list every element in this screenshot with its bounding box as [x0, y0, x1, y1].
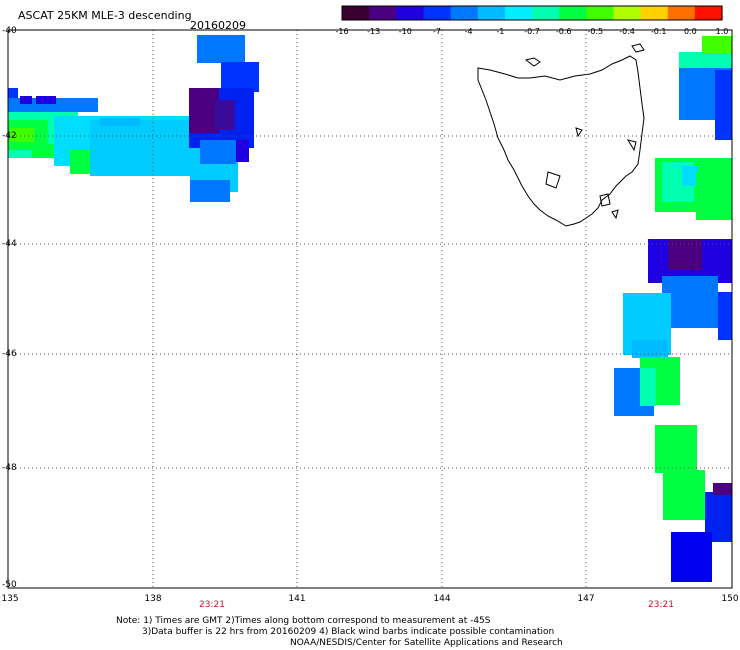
swath-central-block	[189, 35, 259, 164]
colorbar-swatch	[559, 6, 587, 20]
colorbar-swatch	[640, 6, 669, 20]
colorbar-label: -0.4	[619, 27, 635, 36]
lat-label: -40	[2, 26, 17, 36]
colorbar-swatch	[342, 6, 370, 20]
colorbar-swatch	[477, 6, 506, 20]
colorbar-label: -16	[335, 27, 349, 36]
colorbar-swatch	[532, 6, 560, 20]
colorbar-swatch	[423, 6, 452, 20]
lat-label: -42	[2, 131, 17, 141]
colorbar-label: -4	[464, 27, 473, 36]
colorbar-label: 1.0	[715, 27, 729, 36]
colorbar-swatch	[369, 6, 397, 20]
colorbar-label: -0.7	[524, 27, 540, 36]
lon-label: 141	[288, 594, 306, 604]
lon-label: 135	[1, 594, 19, 604]
lon-label: 138	[144, 594, 162, 604]
pass-time-east: 23:21	[648, 600, 674, 610]
pass-time-west: 23:21	[199, 600, 225, 610]
colorbar	[341, 5, 723, 21]
lat-label: -48	[2, 463, 17, 473]
lon-label: 144	[433, 594, 451, 604]
lat-label: -44	[2, 239, 17, 249]
colorbar-frame	[341, 5, 723, 21]
colorbar-swatch	[396, 6, 425, 20]
swath-west-strip	[8, 88, 238, 202]
colorbar-swatch	[504, 6, 533, 20]
colorbar-label: -1	[496, 27, 505, 36]
graticule	[8, 30, 732, 588]
lon-label: 147	[577, 594, 595, 604]
swath-east-strip	[614, 36, 732, 582]
colorbar-swatch	[694, 6, 723, 20]
lat-label: -50	[2, 580, 17, 590]
colorbar-label: -10	[398, 27, 412, 36]
map-title: ASCAT 25KM MLE-3 descending	[18, 9, 192, 22]
colorbar-label: -13	[367, 27, 381, 36]
note-line-2: 3)Data buffer is 22 hrs from 20160209 4)…	[142, 627, 555, 637]
colorbar-swatch	[450, 6, 479, 20]
lon-label: 150	[721, 594, 739, 604]
lat-label: -46	[2, 349, 17, 359]
colorbar-swatch	[613, 6, 642, 20]
colorbar-label: -7	[433, 27, 441, 36]
colorbar-label: 0.0	[683, 27, 697, 36]
map-date: 20160209	[190, 19, 246, 32]
colorbar-label: -0.6	[555, 27, 572, 36]
note-line-1: Note: 1) Times are GMT 2)Times along bot…	[116, 616, 491, 626]
note-line-3: NOAA/NESDIS/Center for Satellite Applica…	[290, 638, 563, 648]
colorbar-swatch	[667, 6, 696, 20]
colorbar-label: -0.5	[587, 27, 604, 36]
tasmania-coastline	[477, 43, 645, 227]
colorbar-label: -0.1	[650, 27, 667, 36]
colorbar-swatch	[586, 6, 615, 20]
